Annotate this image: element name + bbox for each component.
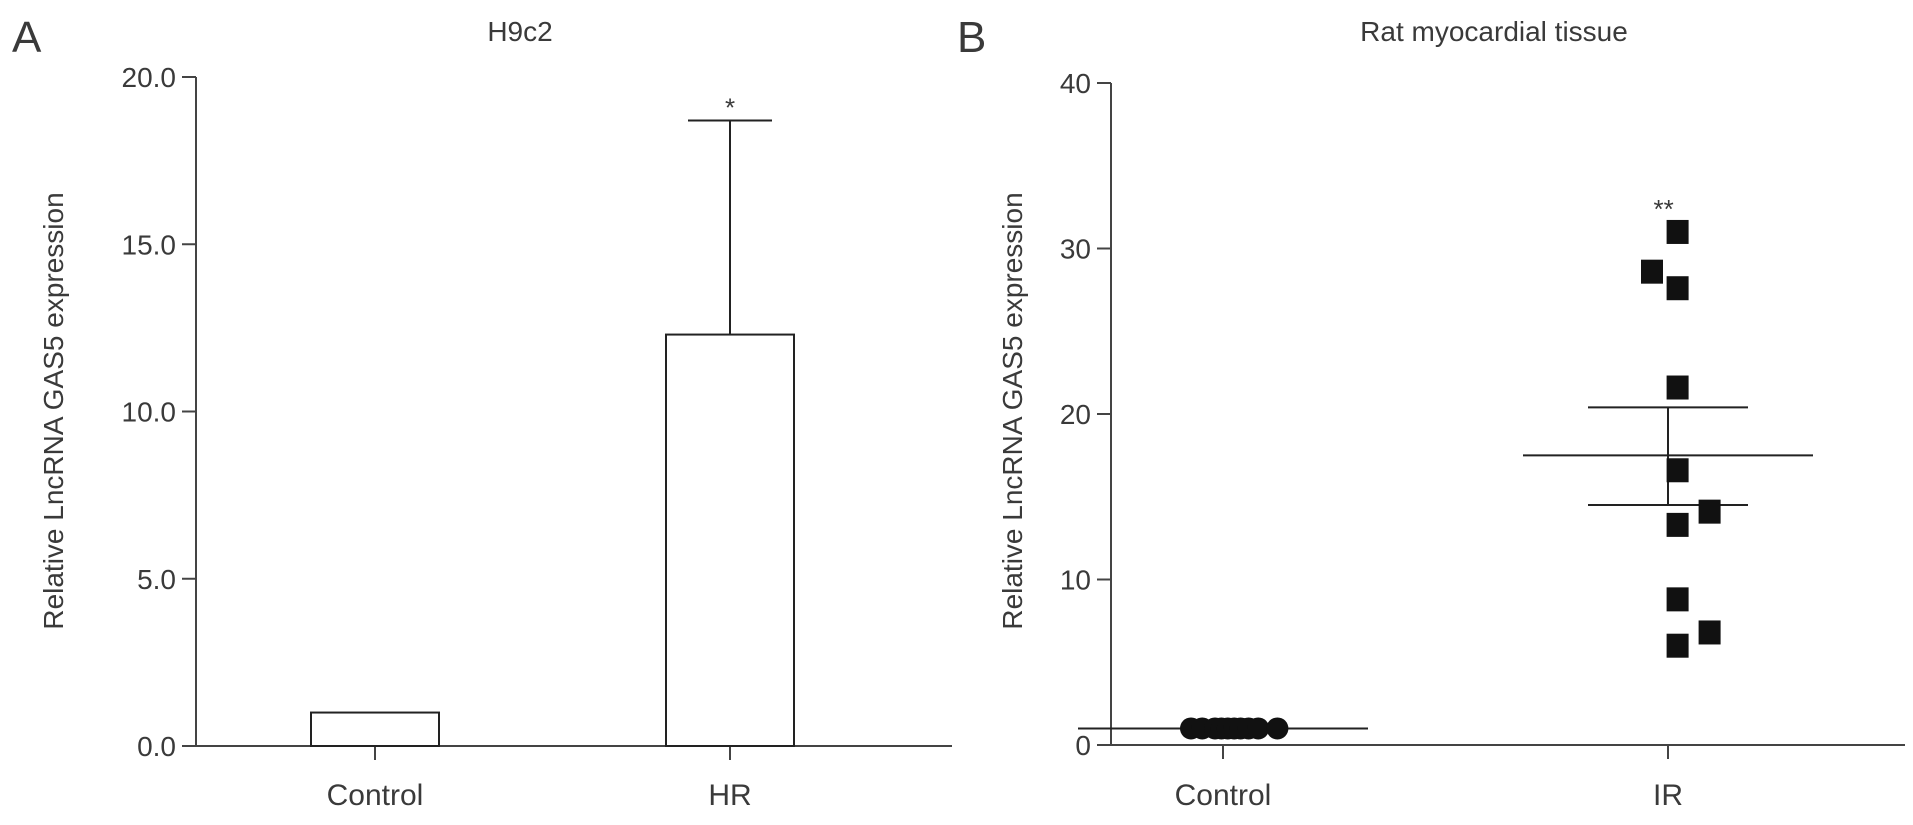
panel-a-bar	[310, 711, 440, 747]
panel-a-y-tick-label: 20.0	[122, 62, 177, 93]
panel-b-point-circle	[1266, 717, 1289, 740]
panel-b-points: **	[1078, 194, 1813, 740]
panel-a-title: H9c2	[487, 16, 552, 47]
panel-b-y-tick-label: 20	[1060, 399, 1091, 430]
panel-a-y-tick-label: 0.0	[137, 731, 176, 762]
panel-a-significance-marker: *	[725, 92, 735, 122]
panel-b-x-ticks: Control IR	[1175, 745, 1683, 812]
panel-a-x-tick-label: HR	[708, 779, 751, 812]
panel-b-point-square	[1641, 259, 1663, 284]
panel-b-ylabel: Relative LncRNA GAS5 expression	[997, 192, 1028, 629]
panel-a-y-tick-label: 5.0	[137, 564, 176, 595]
panel-a-ylabel: Relative LncRNA GAS5 expression	[38, 192, 69, 629]
panel-b-y-tick-label: 0	[1075, 730, 1091, 761]
panel-b-point-square	[1666, 276, 1689, 301]
panel-a-y-ticks: 0.0 5.0 10.0 15.0 20.0	[122, 62, 196, 762]
panel-b-point-square	[1666, 219, 1689, 244]
panel-b-point-square	[1666, 512, 1689, 537]
panel-b-point-square	[1698, 620, 1721, 645]
panel-b-point-square	[1666, 633, 1689, 658]
panel-b-y-ticks: 0 10 20 30 40	[1060, 68, 1111, 761]
panel-b-point-square	[1666, 375, 1689, 400]
panel-b-point-square	[1666, 458, 1689, 483]
panel-a-y-tick-label: 10.0	[122, 397, 177, 428]
panel-b-y-tick-label: 40	[1060, 68, 1091, 99]
panel-b-point-square	[1698, 499, 1721, 524]
panel-a-x-ticks: Control HR	[327, 746, 752, 812]
panel-b-y-tick-label: 30	[1060, 234, 1091, 265]
panel-b-point-circle	[1247, 717, 1270, 740]
panel-b-x-tick-label: Control	[1175, 779, 1272, 812]
panel-b-significance-marker: **	[1653, 194, 1673, 224]
panel-b-y-tick-label: 10	[1060, 565, 1091, 596]
panel-b-label: B	[957, 13, 986, 62]
panel-a-label: A	[12, 13, 42, 62]
panel-a-axes	[195, 77, 952, 747]
panel-a-bar	[665, 333, 795, 747]
panel-a-bars: *	[310, 92, 795, 747]
panel-b-axes	[1110, 83, 1905, 746]
panel-b-x-tick-label: IR	[1653, 779, 1683, 812]
panel-b-title: Rat myocardial tissue	[1360, 16, 1628, 47]
panel-b-point-square	[1666, 587, 1689, 612]
panel-a-y-tick-label: 15.0	[122, 229, 177, 260]
panel-a: A H9c2 Relative LncRNA GAS5 expression 0…	[12, 13, 952, 812]
panel-b: B Rat myocardial tissue Relative LncRNA …	[957, 13, 1905, 812]
panel-a-x-tick-label: Control	[327, 779, 424, 812]
